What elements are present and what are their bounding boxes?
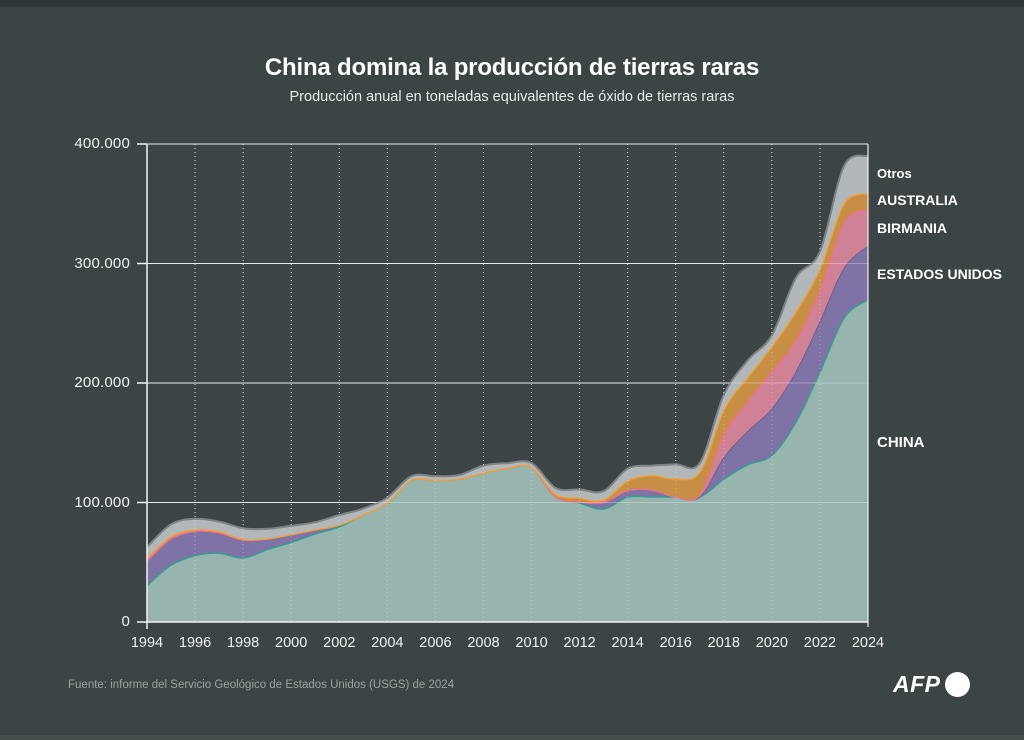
y-tick-label-400000: 400.000 (74, 135, 130, 152)
y-tick-label-300000: 300.000 (74, 254, 130, 272)
y-tick-label-0: 0 (121, 613, 130, 630)
x-tick-label-2012: 2012 (563, 635, 596, 651)
top-border-strip (0, 0, 1024, 7)
area-estados-unidos (147, 245, 868, 585)
x-tick-label-2006: 2006 (419, 635, 452, 651)
legend-estados-unidos: ESTADOS UNIDOS (877, 266, 1002, 282)
bottom-border-strip (0, 735, 1024, 740)
legend-australia: AUSTRALIA (877, 192, 958, 208)
x-tick-label-1998: 1998 (226, 635, 260, 651)
legend-birmania: BIRMANIA (877, 220, 947, 236)
x-tick-label-2010: 2010 (515, 635, 548, 651)
x-tick-label-2004: 2004 (371, 635, 404, 651)
line-otros (147, 154, 868, 548)
x-tick-label-2002: 2002 (323, 635, 356, 651)
x-tick-label-1996: 1996 (178, 635, 212, 651)
afp-logo-text: AFP (893, 671, 941, 697)
x-tick-label-1994: 1994 (130, 635, 164, 651)
y-tick-label-200000: 200.000 (74, 374, 130, 391)
x-tick-label-2014: 2014 (611, 635, 644, 651)
legend-otros: Otros (877, 166, 912, 181)
x-tick-label-2000: 2000 (275, 635, 308, 651)
x-tick-label-2018: 2018 (707, 635, 740, 651)
x-tick-label-2024: 2024 (851, 635, 885, 651)
y-tick-label-100000: 100.000 (74, 493, 130, 511)
chart-title: China domina la producción de tierras ra… (264, 54, 760, 81)
source-credit: Fuente: informe del Servicio Geológico d… (68, 679, 455, 691)
x-tick-label-2016: 2016 (659, 635, 692, 651)
x-tick-label-2022: 2022 (803, 635, 837, 651)
afp-logo: AFP (893, 670, 970, 698)
chart-subtitle: Producción anual en toneladas equivalent… (289, 89, 735, 105)
legend-china: CHINA (877, 434, 925, 451)
x-tick-label-2008: 2008 (467, 635, 500, 651)
area-china (147, 299, 868, 622)
afp-logo-dot-icon (944, 671, 970, 697)
x-tick-label-2020: 2020 (755, 635, 788, 651)
